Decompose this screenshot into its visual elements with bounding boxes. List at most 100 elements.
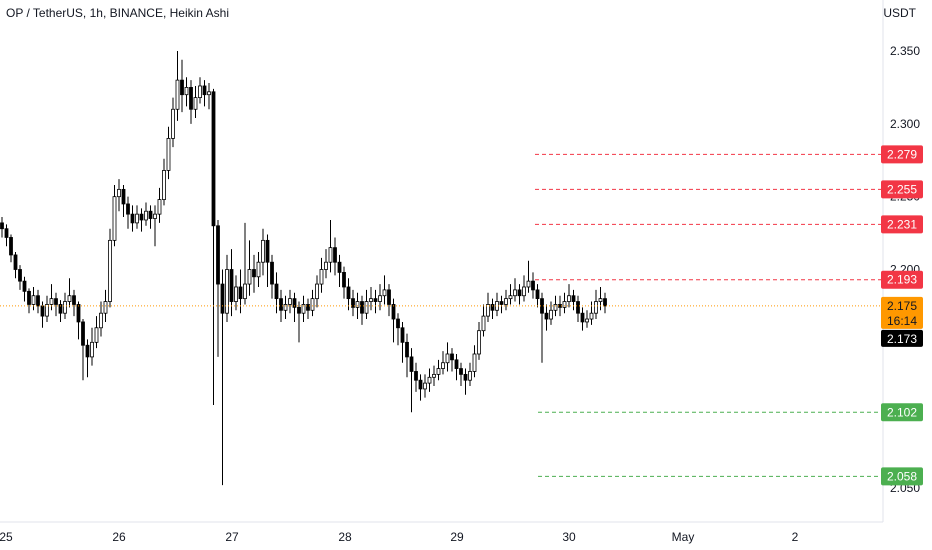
- candle-body: [63, 301, 67, 314]
- candle-body: [567, 295, 571, 302]
- candle-body: [373, 298, 378, 302]
- candle-body: [454, 359, 459, 369]
- candle-body: [67, 295, 72, 302]
- candle-body: [225, 269, 229, 314]
- candle-body: [418, 379, 423, 390]
- candle-body: [0, 222, 4, 230]
- candle-body: [535, 289, 540, 300]
- candle-body: [211, 91, 216, 227]
- candle-body: [346, 286, 351, 300]
- candle-body: [337, 261, 342, 273]
- candle-body: [378, 295, 382, 302]
- candle-body: [405, 341, 409, 358]
- candle-body: [171, 108, 175, 139]
- candle-body: [432, 373, 436, 378]
- candle-body: [207, 91, 211, 96]
- candle-body: [166, 137, 171, 171]
- x-tick-label: 26: [112, 530, 126, 544]
- candle-body: [148, 210, 153, 219]
- candle-body: [256, 261, 261, 278]
- candle-body: [562, 301, 567, 308]
- x-tick-label: 2: [792, 530, 799, 544]
- candle-body: [351, 298, 355, 308]
- candle-body: [288, 298, 292, 305]
- candle-body: [319, 269, 324, 285]
- candle-body: [270, 261, 274, 285]
- candle-body: [94, 327, 99, 343]
- level-label-box: [881, 270, 923, 289]
- time-axis[interactable]: 25 26 27 28 29 30 May 2: [0, 530, 799, 544]
- candle-body: [36, 295, 40, 307]
- currency-unit: USDT: [883, 6, 916, 20]
- current-price-text: 2.175: [887, 299, 917, 313]
- candle-body: [553, 304, 558, 311]
- candle-body: [45, 304, 49, 317]
- candle-body: [18, 269, 22, 282]
- candle-body: [85, 344, 90, 358]
- candle-body: [594, 301, 598, 314]
- candle-body: [22, 280, 27, 292]
- x-tick-label: May: [672, 530, 695, 544]
- level-label-text: 2.279: [887, 147, 917, 161]
- candle-body: [486, 304, 490, 317]
- candle-body: [238, 286, 243, 300]
- candle-body: [463, 373, 468, 381]
- level-label-box: [881, 467, 923, 486]
- candle-body: [477, 330, 481, 355]
- candle-series: [0, 51, 607, 486]
- candle-body: [99, 312, 103, 329]
- candle-body: [369, 298, 373, 302]
- candle-body: [459, 368, 463, 375]
- countdown-text: 16:14: [887, 314, 917, 328]
- candle-body: [499, 301, 504, 305]
- candle-body: [54, 298, 58, 305]
- candle-body: [108, 239, 112, 302]
- level-label-box: [881, 180, 923, 199]
- candle-body: [247, 269, 252, 285]
- candle-body: [297, 306, 301, 314]
- x-tick-label: 28: [338, 530, 352, 544]
- candle-body: [144, 210, 148, 221]
- candle-body: [603, 298, 607, 307]
- candle-body: [315, 283, 319, 300]
- candle-body: [306, 304, 310, 311]
- candle-body: [391, 304, 396, 320]
- level-labels: 2.279 2.255 2.231 2.193 2.102 2.058: [881, 145, 923, 486]
- candle-body: [598, 298, 603, 302]
- y-tick-label: 2.300: [890, 117, 920, 131]
- candle-body: [103, 301, 108, 314]
- x-tick-label: 30: [562, 530, 576, 544]
- candle-body: [292, 298, 297, 308]
- candle-body: [400, 327, 405, 343]
- candle-body: [112, 196, 117, 241]
- last-price-text: 2.173: [887, 332, 917, 346]
- candle-body: [216, 225, 220, 285]
- y-tick-label: 2.350: [890, 44, 920, 58]
- candle-body: [490, 304, 495, 311]
- candle-body: [184, 87, 189, 96]
- candle-body: [423, 382, 427, 390]
- candle-body: [234, 286, 238, 302]
- level-label-text: 2.102: [887, 405, 917, 419]
- level-label-box: [881, 403, 923, 422]
- candle-body: [229, 269, 234, 302]
- candle-body: [445, 353, 450, 364]
- candle-body: [576, 301, 580, 314]
- candle-body: [472, 353, 477, 372]
- candle-body: [274, 283, 279, 300]
- candle-body: [468, 371, 472, 381]
- candle-body: [243, 283, 247, 300]
- candle-body: [324, 261, 328, 270]
- candle-body: [481, 315, 486, 332]
- candle-body: [517, 289, 522, 297]
- candle-body: [72, 295, 76, 305]
- candle-body: [427, 376, 432, 384]
- level-label-text: 2.255: [887, 182, 917, 196]
- candle-body: [126, 203, 130, 215]
- level-label-box: [881, 145, 923, 164]
- candle-body: [382, 289, 387, 297]
- candle-body: [522, 286, 526, 297]
- candle-body: [526, 280, 531, 288]
